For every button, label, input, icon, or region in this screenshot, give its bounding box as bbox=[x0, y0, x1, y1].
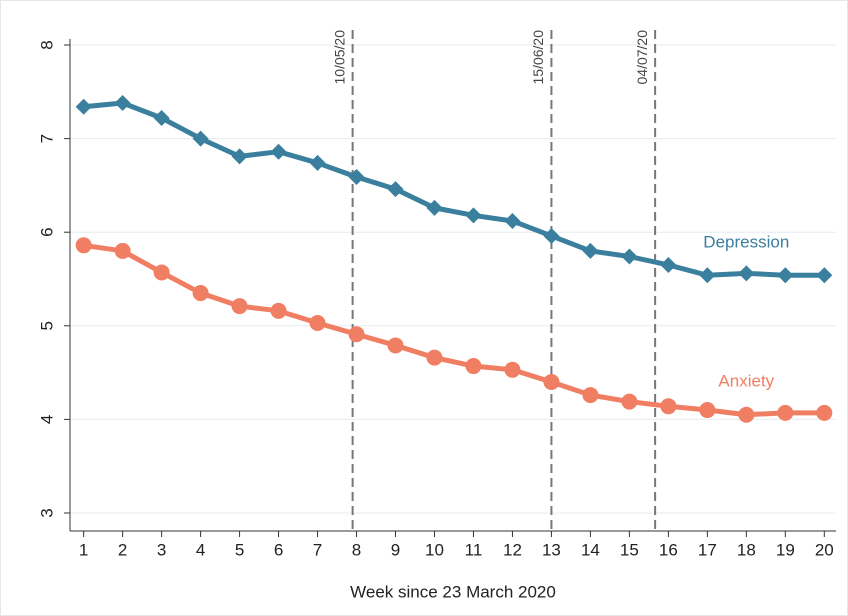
marker bbox=[816, 267, 833, 284]
marker bbox=[465, 358, 482, 375]
x-axis-title: Week since 23 March 2020 bbox=[350, 582, 556, 601]
marker bbox=[465, 207, 482, 224]
x-tick-label: 12 bbox=[503, 540, 522, 559]
x-tick-label: 18 bbox=[737, 540, 756, 559]
x-tick-label: 1 bbox=[79, 540, 88, 559]
event-label: 04/07/20 bbox=[634, 30, 650, 85]
x-tick-label: 5 bbox=[235, 540, 244, 559]
marker bbox=[699, 402, 716, 419]
marker bbox=[348, 168, 365, 185]
marker bbox=[309, 154, 326, 171]
x-tick-label: 20 bbox=[815, 540, 834, 559]
marker bbox=[192, 130, 209, 147]
marker bbox=[114, 95, 131, 112]
y-tick-label: 5 bbox=[37, 321, 56, 330]
marker bbox=[738, 406, 755, 423]
y-tick-label: 3 bbox=[37, 508, 56, 517]
marker bbox=[621, 248, 638, 265]
series-label: Depression bbox=[703, 233, 789, 252]
x-tick-label: 19 bbox=[776, 540, 795, 559]
marker bbox=[543, 227, 560, 244]
x-tick-label: 2 bbox=[118, 540, 127, 559]
x-tick-label: 8 bbox=[352, 540, 361, 559]
marker bbox=[270, 143, 287, 160]
marker bbox=[738, 265, 755, 282]
x-tick-label: 9 bbox=[391, 540, 400, 559]
marker bbox=[816, 404, 833, 421]
y-tick-label: 4 bbox=[37, 415, 56, 424]
y-tick-label: 6 bbox=[37, 227, 56, 236]
marker bbox=[231, 298, 248, 315]
x-tick-label: 7 bbox=[313, 540, 322, 559]
x-tick-label: 3 bbox=[157, 540, 166, 559]
marker bbox=[621, 393, 638, 410]
x-tick-label: 11 bbox=[465, 540, 483, 559]
y-tick-label: 7 bbox=[37, 134, 56, 143]
marker bbox=[153, 110, 170, 127]
marker bbox=[231, 148, 248, 165]
series-line bbox=[83, 100, 825, 278]
marker bbox=[270, 302, 287, 319]
x-tick-label: 15 bbox=[620, 540, 639, 559]
marker bbox=[777, 267, 794, 284]
marker bbox=[387, 181, 404, 198]
x-tick-label: 10 bbox=[425, 540, 444, 559]
event-label: 15/06/20 bbox=[530, 30, 546, 85]
marker bbox=[114, 242, 131, 259]
marker bbox=[348, 326, 365, 343]
marker bbox=[777, 404, 794, 421]
marker bbox=[660, 256, 677, 273]
marker bbox=[387, 337, 404, 354]
x-tick-label: 6 bbox=[274, 540, 283, 559]
marker bbox=[426, 349, 443, 366]
x-tick-label: 13 bbox=[542, 540, 561, 559]
marker bbox=[75, 98, 92, 115]
marker bbox=[153, 264, 170, 281]
marker bbox=[504, 361, 521, 378]
marker bbox=[309, 314, 326, 331]
marker bbox=[426, 199, 443, 216]
marker bbox=[660, 398, 677, 415]
event-label: 10/05/20 bbox=[331, 30, 347, 85]
y-tick-label: 8 bbox=[37, 40, 56, 49]
marker bbox=[699, 267, 716, 284]
x-tick-label: 14 bbox=[581, 540, 600, 559]
x-tick-label: 16 bbox=[659, 540, 678, 559]
marker bbox=[192, 285, 209, 302]
x-tick-label: 4 bbox=[196, 540, 205, 559]
marker bbox=[582, 387, 599, 404]
marker bbox=[504, 212, 521, 229]
x-tick-label: 17 bbox=[698, 540, 717, 559]
marker bbox=[582, 242, 599, 259]
marker bbox=[543, 373, 560, 390]
series-label: Anxiety bbox=[718, 371, 774, 390]
marker bbox=[75, 237, 92, 254]
